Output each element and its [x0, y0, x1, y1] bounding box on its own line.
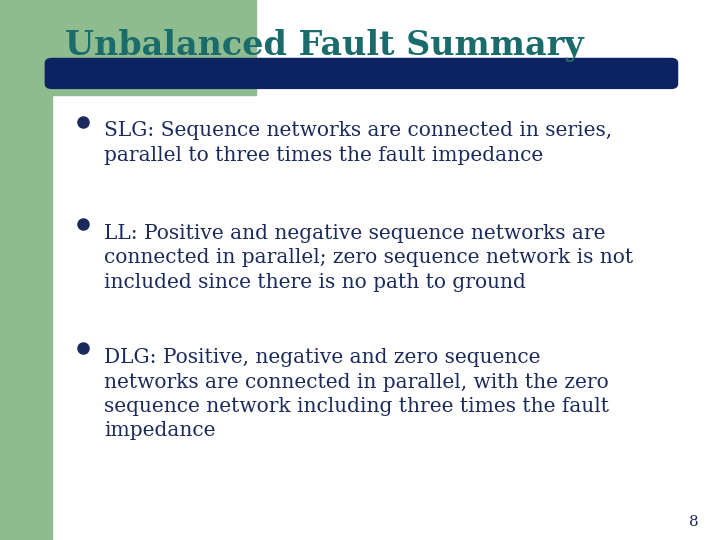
FancyBboxPatch shape	[45, 58, 678, 89]
Text: Unbalanced Fault Summary: Unbalanced Fault Summary	[65, 29, 583, 63]
Text: SLG: Sequence networks are connected in series,
parallel to three times the faul: SLG: Sequence networks are connected in …	[104, 122, 613, 165]
Text: 8: 8	[689, 515, 698, 529]
Text: DLG: Positive, negative and zero sequence
networks are connected in parallel, wi: DLG: Positive, negative and zero sequenc…	[104, 348, 609, 440]
Bar	[0, 0, 52, 540]
Bar	[0, 0, 256, 94]
Text: LL: Positive and negative sequence networks are
connected in parallel; zero sequ: LL: Positive and negative sequence netwo…	[104, 224, 634, 292]
